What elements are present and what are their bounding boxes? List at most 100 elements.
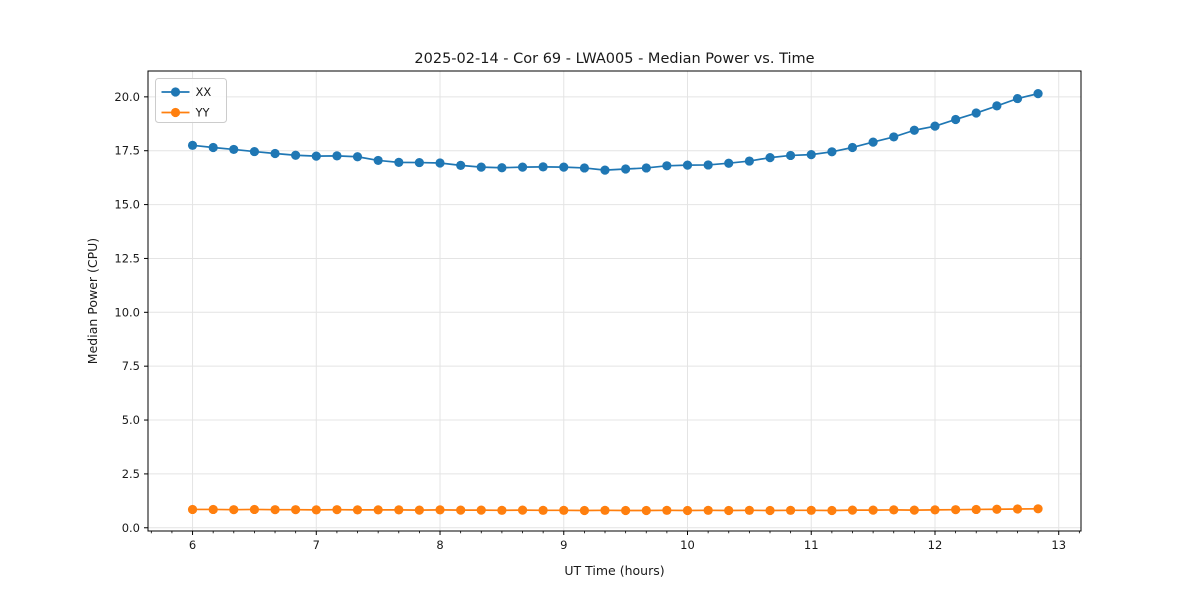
series-xx-marker xyxy=(1033,89,1043,99)
series-yy-marker xyxy=(414,505,424,515)
series-yy-marker xyxy=(352,505,363,515)
series-yy-marker xyxy=(662,505,672,515)
legend-marker-sample xyxy=(170,107,181,118)
series-xx-marker xyxy=(724,158,734,168)
series-yy-marker xyxy=(889,505,899,515)
series-xx-marker xyxy=(930,121,940,131)
y-tick-label: 17.5 xyxy=(114,144,140,158)
legend-entry-yy: YY xyxy=(161,106,211,120)
series-yy-marker xyxy=(847,505,858,515)
y-tick-label: 20.0 xyxy=(114,90,140,104)
series-xx-marker xyxy=(476,162,486,172)
y-tick-label: 10.0 xyxy=(114,305,140,319)
series-yy-marker xyxy=(249,504,260,515)
legend-entry-xx: XX xyxy=(161,85,212,99)
y-tick-label: 5.0 xyxy=(122,413,140,427)
series-xx xyxy=(187,89,1043,175)
series-xx-marker xyxy=(951,114,961,125)
series-yy-marker xyxy=(621,505,631,516)
series-yy xyxy=(187,504,1043,516)
series-yy-marker xyxy=(951,505,961,515)
series-yy-marker xyxy=(724,505,734,516)
x-tick-label: 6 xyxy=(189,538,196,552)
series-yy-marker xyxy=(559,505,569,515)
series-yy-marker xyxy=(517,505,528,515)
series-xx-marker xyxy=(352,152,363,162)
series-xx-marker xyxy=(992,101,1002,111)
series-xx-marker xyxy=(208,142,218,153)
series-xx-marker xyxy=(827,147,837,157)
series-xx-marker xyxy=(682,160,693,170)
series-xx-marker xyxy=(311,151,321,161)
chart-title: 2025-02-14 - Cor 69 - LWA005 - Median Po… xyxy=(414,51,814,67)
series-yy-marker xyxy=(909,505,919,515)
x-tick-label: 10 xyxy=(680,538,695,552)
series-yy-marker xyxy=(229,505,239,515)
series-yy-marker xyxy=(291,505,301,515)
series-xx-marker xyxy=(600,165,610,175)
series-xx-marker xyxy=(373,155,383,166)
series-yy-marker xyxy=(992,504,1002,514)
series-yy-marker xyxy=(435,505,445,515)
series-xx-marker xyxy=(579,163,590,173)
series-yy-marker xyxy=(311,505,321,515)
x-tick-label: 9 xyxy=(560,538,567,552)
x-tick-label: 13 xyxy=(1051,538,1066,552)
series-yy-marker xyxy=(600,505,610,515)
series-xx-marker xyxy=(249,146,260,157)
y-tick-label: 2.5 xyxy=(122,467,140,481)
series-xx-marker xyxy=(909,125,919,135)
legend-label: XX xyxy=(196,85,212,99)
series-yy-marker xyxy=(930,505,940,515)
series-yy-marker xyxy=(868,505,878,515)
axes-layer: 6 7 8 9 10 11 12 13 0.0 2.5 5.0 7.5 10.0 12.5 15.0 17.5… xyxy=(114,70,1082,552)
x-axis-label: UT Time (hours) xyxy=(564,563,664,578)
y-tick-label: 0.0 xyxy=(122,521,140,535)
y-tick-label: 15.0 xyxy=(114,198,140,212)
series-xx-marker xyxy=(662,161,672,171)
series-xx-marker xyxy=(187,140,198,150)
grid-layer xyxy=(148,71,1081,531)
series-yy-marker xyxy=(806,505,816,515)
series-yy-marker xyxy=(744,505,754,515)
series-yy-marker xyxy=(208,504,218,515)
series-xx-marker xyxy=(868,137,878,147)
series-xx-marker xyxy=(291,150,301,160)
series-yy-marker xyxy=(332,505,342,515)
series-xx-marker xyxy=(971,108,981,118)
series-yy-marker xyxy=(765,505,775,516)
series-xx-marker xyxy=(744,156,754,166)
series-yy-marker xyxy=(703,505,713,515)
legend-marker-sample xyxy=(170,87,181,97)
series-xx-marker xyxy=(806,149,816,160)
y-axis-label: Median Power (CPU) xyxy=(85,238,100,364)
series-xx-marker xyxy=(785,150,796,161)
series-xx-marker xyxy=(270,148,280,159)
series-xx-marker xyxy=(621,164,631,174)
legend: XX YY xyxy=(155,78,227,123)
series-yy-marker xyxy=(641,505,651,516)
series-yy-marker xyxy=(1033,504,1043,514)
plot-frame xyxy=(147,70,1082,532)
series-xx-marker xyxy=(229,144,239,155)
series-yy-marker xyxy=(476,505,486,515)
series-yy-marker xyxy=(971,504,981,515)
series-xx-marker xyxy=(765,153,775,163)
series-yy-marker xyxy=(538,505,548,515)
series-xx-marker xyxy=(703,160,713,170)
series-xx-marker xyxy=(394,157,404,167)
series-yy-marker xyxy=(270,505,280,515)
series-xx-marker xyxy=(456,160,466,170)
series-xx-marker xyxy=(435,158,445,168)
y-tick-label: 12.5 xyxy=(114,251,140,265)
legend-box xyxy=(155,78,227,123)
series-yy-marker xyxy=(785,505,796,515)
series-xx-marker xyxy=(847,142,858,153)
x-tick-label: 7 xyxy=(313,538,320,552)
series-xx-marker xyxy=(559,162,569,172)
series-xx-marker xyxy=(641,163,651,173)
legend-label: YY xyxy=(195,106,211,120)
series-yy-marker xyxy=(682,505,693,516)
series-yy-marker xyxy=(497,505,507,515)
